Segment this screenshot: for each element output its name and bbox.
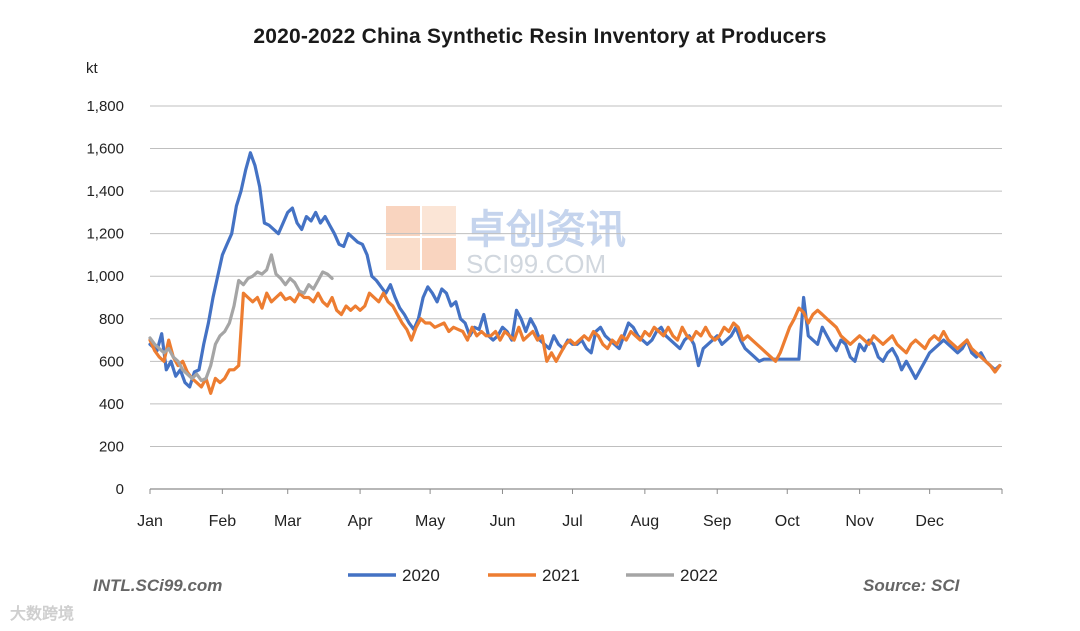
- footer-website: INTL.SCi99.com: [93, 576, 223, 595]
- series-lines: [148, 151, 1002, 395]
- watermark-block: [386, 206, 420, 236]
- x-tick-label: Sep: [703, 513, 732, 530]
- x-tick-label: Jun: [490, 513, 516, 530]
- y-tick-label: 400: [99, 396, 124, 413]
- sci99-watermark: 卓创资讯 SCI99.COM: [386, 206, 626, 279]
- legend: 2020 2021 2022: [348, 566, 718, 585]
- chart-title: 2020-2022 China Synthetic Resin Inventor…: [253, 25, 827, 48]
- watermark-block: [422, 206, 456, 236]
- x-tick-label: Dec: [915, 513, 943, 530]
- legend-label-2022: 2022: [680, 566, 718, 585]
- y-tick-label: 1,400: [86, 183, 124, 200]
- x-tick-label: Jul: [562, 513, 582, 530]
- x-axis: Jan Feb Mar Apr May Jun Jul Aug Sep Oct Nov Dec: [137, 488, 1003, 530]
- grid-lines: [150, 105, 1002, 447]
- x-tick-label: Feb: [209, 513, 237, 530]
- legend-label-2020: 2020: [402, 566, 440, 585]
- x-tick-label: Jan: [137, 513, 163, 530]
- y-tick-label: 1,200: [86, 226, 124, 243]
- y-tick-label: 1,600: [86, 141, 124, 158]
- x-tick-label: Oct: [775, 513, 800, 530]
- y-axis: 0 200 400 600 800 1,000 1,200 1,400 1,600 1,800: [86, 98, 124, 498]
- y-tick-label: 1,000: [86, 268, 124, 285]
- y-axis-unit: kt: [86, 60, 98, 77]
- y-tick-label: 1,800: [86, 98, 124, 115]
- x-tick-label: Aug: [631, 513, 659, 530]
- watermark-en-text: SCI99.COM: [466, 249, 606, 279]
- x-tick-label: Mar: [274, 513, 302, 530]
- watermark-block: [422, 238, 456, 270]
- series-line-2022: [148, 253, 334, 383]
- watermark-block: [386, 238, 420, 270]
- y-tick-label: 200: [99, 438, 124, 455]
- y-tick-label: 0: [116, 481, 124, 498]
- legend-label-2021: 2021: [542, 566, 580, 585]
- y-tick-label: 600: [99, 353, 124, 370]
- series-line-2021: [148, 291, 1002, 395]
- watermark-cn-text: 卓创资讯: [466, 208, 626, 252]
- x-tick-label: Apr: [348, 513, 374, 530]
- corner-watermark: 大数跨境: [10, 606, 75, 623]
- x-tick-label: Nov: [845, 513, 873, 530]
- footer-source: Source: SCI: [863, 576, 960, 595]
- y-tick-label: 800: [99, 311, 124, 328]
- x-tick-label: May: [415, 513, 445, 530]
